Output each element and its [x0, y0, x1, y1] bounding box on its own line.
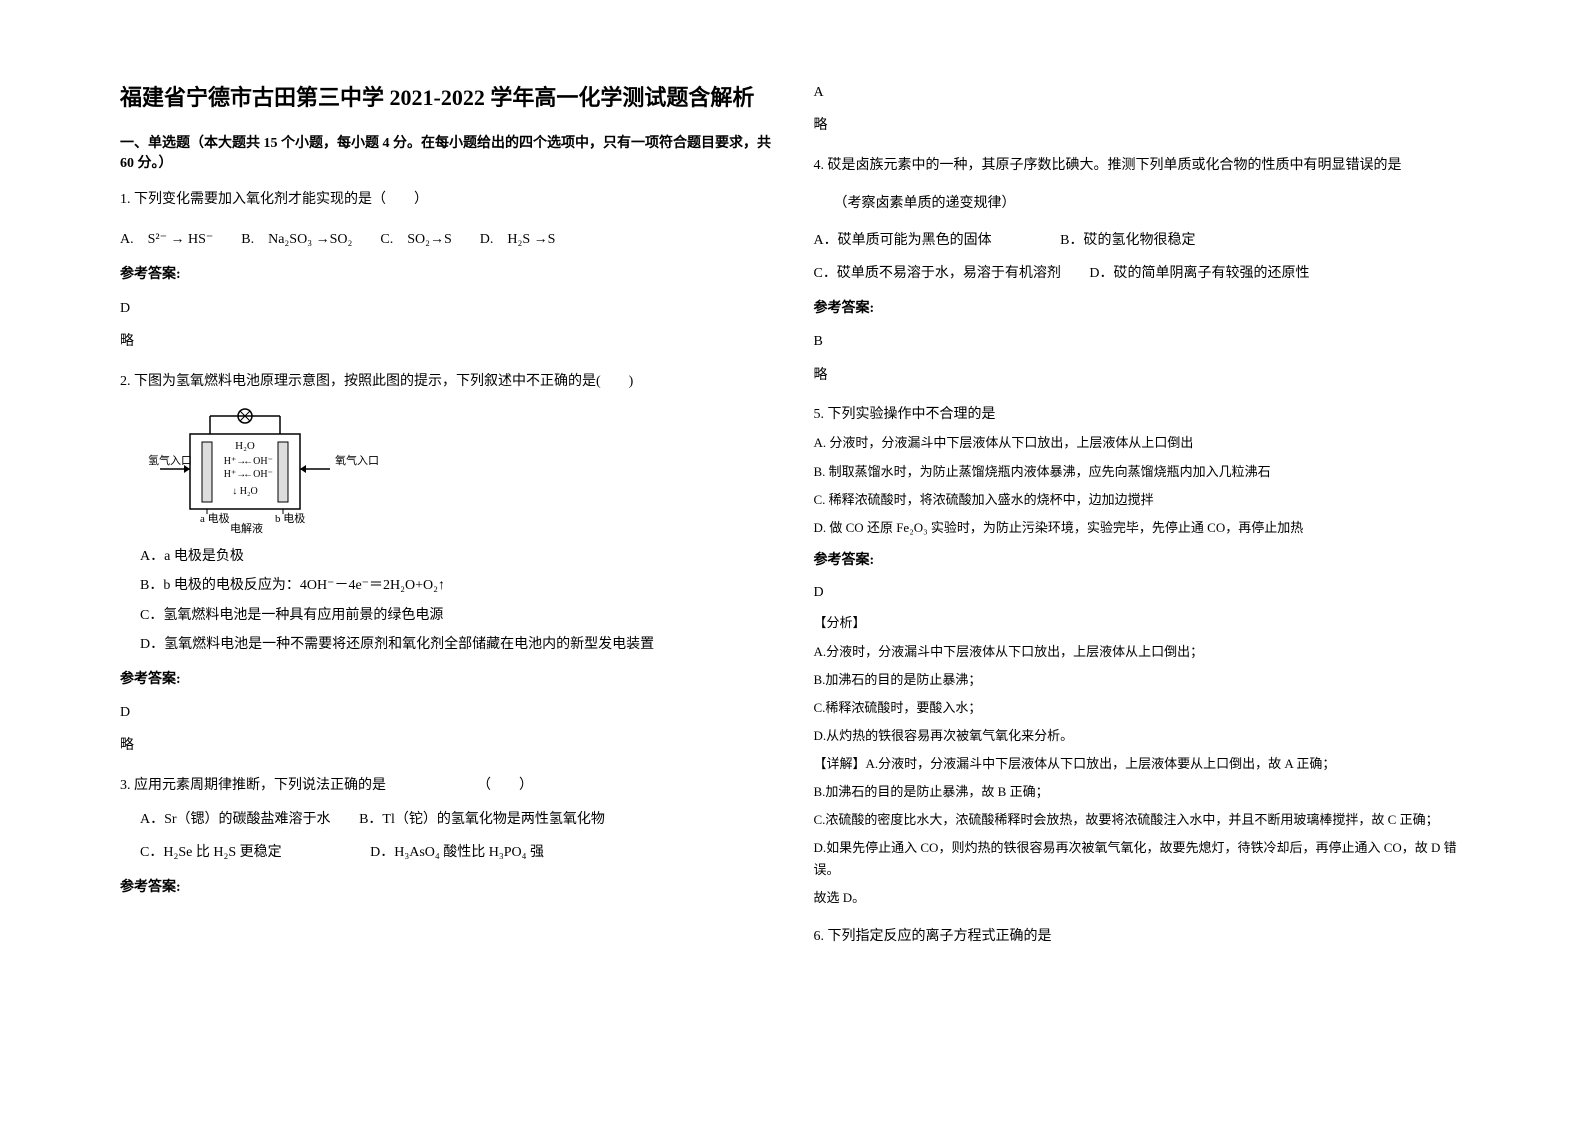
q3-opt-d: D．H₃AsO₄ 酸性比 H₃PO₄ 强 — [370, 845, 544, 860]
q4-opt-d: D．砹的简单阴离子有较强的还原性 — [1089, 266, 1309, 281]
q5-analysis-a: A.分液时，分液漏斗中下层液体从下口放出，上层液体从上口倒出； — [814, 641, 1468, 663]
q2-figure: H₂O H⁺→ ←OH⁻ H⁺→ ←OH⁻ ↓ H₂O 氢气入口 氧气入口 a … — [140, 404, 774, 534]
q5-opt-a: A. 分液时，分液漏斗中下层液体从下口放出，上层液体从上口倒出 — [814, 432, 1468, 454]
o2-inlet-label: 氧气入口 — [335, 453, 379, 467]
q5-opt-b: B. 制取蒸馏水时，为防止蒸馏烧瓶内液体暴沸，应先向蒸馏烧瓶内加入几粒沸石 — [814, 461, 1468, 483]
question-4: 4. 砹是卤族元素中的一种，其原子序数比碘大。推测下列单质或化合物的性质中有明显… — [814, 153, 1468, 387]
question-2: 2. 下图为氢氧燃料电池原理示意图，按照此图的提示，下列叙述中不正确的是( ) … — [120, 369, 774, 759]
q4-opt-c: C．砹单质不易溶于水，易溶于有机溶剂 — [814, 266, 1061, 281]
q5-detail-b: B.加沸石的目的是防止暴沸，故 B 正确； — [814, 781, 1468, 803]
q4-opt-a: A．砹单质可能为黑色的固体 — [814, 233, 992, 248]
q2-opt-c: C．氢氧燃料电池是一种具有应用前景的绿色电源 — [120, 603, 774, 628]
q4-options-row1: A．砹单质可能为黑色的固体 B．砹的氢化物很稳定 — [814, 228, 1468, 253]
q5-analysis-d: D.从灼热的铁很容易再次被氧气氧化来分析。 — [814, 725, 1468, 747]
a-electrode-label: a 电极 — [200, 511, 230, 525]
q4-text: 4. 砹是卤族元素中的一种，其原子序数比碘大。推测下列单质或化合物的性质中有明显… — [814, 153, 1468, 178]
ohminus-label: ←OH⁻ — [243, 456, 273, 467]
q3-answer: A — [814, 80, 1468, 105]
q1-options: A. S²⁻ → HS⁻ B. Na₂SO₃ →SO₂ C. SO₂→S D. … — [120, 227, 774, 252]
document-title: 福建省宁德市古田第三中学 2021-2022 学年高一化学测试题含解析 — [120, 80, 774, 112]
q4-answer: B — [814, 329, 1468, 354]
q5-analysis-c: C.稀释浓硫酸时，要酸入水； — [814, 697, 1468, 719]
q5-analysis-b: B.加沸石的目的是防止暴沸； — [814, 669, 1468, 691]
question-3-continued: A 略 — [814, 80, 1468, 138]
q5-detail-c: C.浓硫酸的密度比水大，浓硫酸稀释时会放热，故要将浓硫酸注入水中，并且不断用玻璃… — [814, 809, 1468, 831]
q3-opt-b: B．Tl（铊）的氢氧化物是两性氢氧化物 — [359, 812, 605, 827]
q3-opt-a: A．Sr（锶）的碳酸盐难溶于水 — [140, 812, 331, 827]
q5-opt-c: C. 稀释浓硫酸时，将浓硫酸加入盛水的烧杯中，边加边搅拌 — [814, 489, 1468, 511]
q3-opt-c: C．H₂Se 比 H₂S 更稳定 — [140, 845, 282, 860]
q4-note: 略 — [814, 363, 1468, 388]
question-5: 5. 下列实验操作中不合理的是 A. 分液时，分液漏斗中下层液体从下口放出，上层… — [814, 403, 1468, 910]
question-3: 3. 应用元素周期律推断，下列说法正确的是 （ ） A．Sr（锶）的碳酸盐难溶于… — [120, 773, 774, 900]
q2-answer: D — [120, 700, 774, 725]
fuel-cell-diagram-icon: H₂O H⁺→ ←OH⁻ H⁺→ ←OH⁻ ↓ H₂O 氢气入口 氧气入口 a … — [140, 404, 380, 534]
q1-text: 1. 下列变化需要加入氧化剂才能实现的是（ ） — [120, 187, 774, 212]
h2o-label: H₂O — [235, 440, 255, 452]
b-electrode-label: b 电极 — [275, 511, 305, 525]
q2-answer-label: 参考答案: — [120, 667, 774, 692]
q3-options-row2: C．H₂Se 比 H₂S 更稳定 D．H₃AsO₄ 酸性比 H₃PO₄ 强 — [120, 840, 774, 865]
h2-inlet-label: 氢气入口 — [148, 453, 192, 467]
q5-analysis-label: 【分析】 — [814, 612, 1468, 634]
q4-hint: （考察卤素单质的递变规律） — [814, 191, 1468, 216]
q1-answer-label: 参考答案: — [120, 262, 774, 287]
q2-opt-a: A．a 电极是负极 — [120, 544, 774, 569]
left-column: 福建省宁德市古田第三中学 2021-2022 学年高一化学测试题含解析 一、单选… — [100, 80, 794, 1082]
q3-options-row1: A．Sr（锶）的碳酸盐难溶于水 B．Tl（铊）的氢氧化物是两性氢氧化物 — [120, 807, 774, 832]
q2-text: 2. 下图为氢氧燃料电池原理示意图，按照此图的提示，下列叙述中不正确的是( ) — [120, 369, 774, 394]
q5-detail: 【详解】A.分液时，分液漏斗中下层液体从下口放出，上层液体要从上口倒出，故 A … — [814, 753, 1468, 775]
q2-opt-b: B．b 电极的电极反应为：4OH⁻－4e⁻＝2H₂O+O₂↑ — [120, 573, 774, 598]
q5-answer: D — [814, 581, 1468, 605]
question-6: 6. 下列指定反应的离子方程式正确的是 — [814, 924, 1468, 949]
q5-detail-label: 【详解】 — [814, 756, 866, 771]
q4-opt-b: B．砹的氢化物很稳定 — [1060, 233, 1195, 248]
q3-answer-label: 参考答案: — [120, 875, 774, 900]
q5-detail-a: A.分液时，分液漏斗中下层液体从下口放出，上层液体要从上口倒出，故 A 正确； — [866, 756, 1336, 771]
electrolyte-label: 电解液 — [230, 521, 263, 534]
ohminus-label-2: ←OH⁻ — [243, 469, 273, 480]
q4-answer-label: 参考答案: — [814, 296, 1468, 321]
q1-answer: D — [120, 296, 774, 321]
q2-opt-d: D．氢氧燃料电池是一种不需要将还原剂和氧化剂全部储藏在电池内的新型发电装置 — [120, 632, 774, 657]
q1-note: 略 — [120, 329, 774, 354]
q5-opt-d: D. 做 CO 还原 Fe₂O₃ 实验时，为防止污染环境，实验完毕，先停止通 C… — [814, 517, 1468, 539]
q3-note: 略 — [814, 113, 1468, 138]
h2o-down-label: ↓ H₂O — [232, 486, 257, 497]
right-column: A 略 4. 砹是卤族元素中的一种，其原子序数比碘大。推测下列单质或化合物的性质… — [794, 80, 1488, 1082]
q4-options-row2: C．砹单质不易溶于水，易溶于有机溶剂 D．砹的简单阴离子有较强的还原性 — [814, 261, 1468, 286]
q5-answer-label: 参考答案: — [814, 549, 1468, 573]
q5-detail-d: D.如果先停止通入 CO，则灼热的铁很容易再次被氧气氧化，故要先熄灯，待铁冷却后… — [814, 837, 1468, 881]
section-header: 一、单选题（本大题共 15 个小题，每小题 4 分。在每小题给出的四个选项中，只… — [120, 132, 774, 172]
q2-note: 略 — [120, 733, 774, 758]
q3-text: 3. 应用元素周期律推断，下列说法正确的是 （ ） — [120, 773, 774, 798]
question-1: 1. 下列变化需要加入氧化剂才能实现的是（ ） A. S²⁻ → HS⁻ B. … — [120, 187, 774, 354]
q5-text: 5. 下列实验操作中不合理的是 — [814, 403, 1468, 427]
q5-conclusion: 故选 D。 — [814, 887, 1468, 909]
q6-text: 6. 下列指定反应的离子方程式正确的是 — [814, 924, 1468, 949]
